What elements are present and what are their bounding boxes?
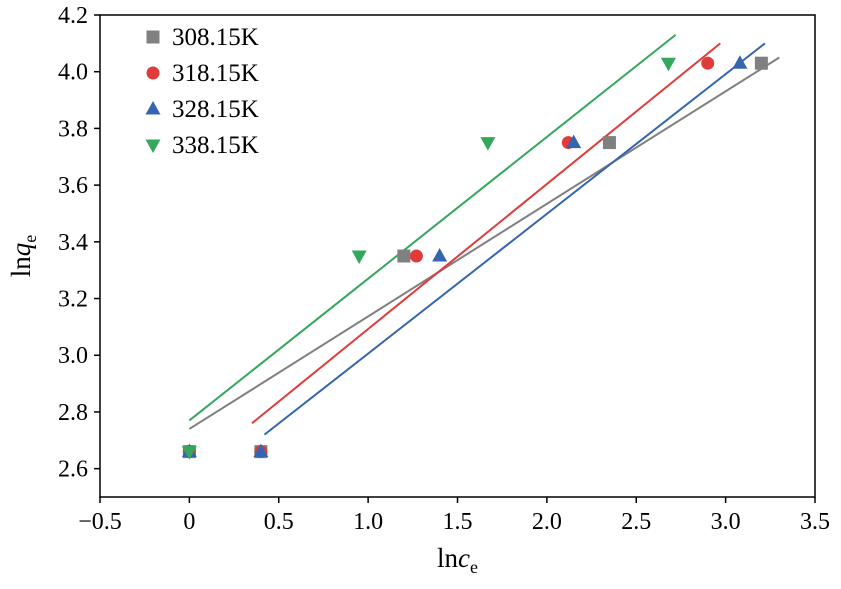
data-point-338.15K <box>660 57 676 72</box>
x-axis-ticks: −0.5 0 0.5 1.0 1.5 2.0 2.5 3.0 3.5 <box>78 497 830 535</box>
x-tick-label: 0 <box>183 509 195 535</box>
x-tick-label: 0.5 <box>264 509 294 535</box>
data-point-328.15K <box>566 134 582 149</box>
legend: 308.15K 318.15K 328.15K 338.15K <box>145 24 259 159</box>
y-tick-label: 2.8 <box>58 400 88 426</box>
data-point-328.15K <box>253 443 269 458</box>
data-point-338.15K <box>351 250 367 264</box>
x-tick-label: 2.5 <box>621 509 651 535</box>
legend-label: 318.15K <box>172 60 259 87</box>
legend-marker-circle <box>146 66 160 80</box>
legend-label: 308.15K <box>172 24 259 51</box>
fit-line-338.15K <box>188 34 677 422</box>
x-tick-label: 1.0 <box>353 509 383 535</box>
fit-line-328.15K <box>263 42 766 436</box>
y-tick-label: 2.6 <box>58 457 88 483</box>
legend-marker-triangle-up <box>145 101 161 115</box>
x-tick-label: 1.5 <box>443 509 473 535</box>
legend-marker-square <box>146 30 160 44</box>
data-points-group <box>181 55 768 460</box>
x-tick-label: 3.0 <box>711 509 741 535</box>
fit-line-308.15K <box>188 56 780 430</box>
data-point-318.15K <box>701 56 715 70</box>
y-axis-label: lnqe <box>6 235 40 278</box>
y-tick-label: 3.0 <box>58 343 88 369</box>
data-point-328.15K <box>432 248 448 262</box>
y-tick-label: 4.2 <box>58 3 88 29</box>
x-tick-label: 3.5 <box>800 509 830 535</box>
legend-marker-triangle-down <box>145 139 161 153</box>
y-tick-label: 4.0 <box>58 60 88 86</box>
y-tick-label: 3.2 <box>58 287 88 313</box>
legend-label: 328.15K <box>172 96 259 123</box>
data-point-338.15K <box>480 137 496 151</box>
x-tick-label: −0.5 <box>78 509 122 535</box>
data-point-308.15K <box>754 56 768 70</box>
data-point-328.15K <box>732 55 748 69</box>
x-tick-label: 2.0 <box>532 509 562 535</box>
data-point-308.15K <box>397 249 411 263</box>
x-axis-label: lnce <box>437 543 478 577</box>
data-point-308.15K <box>602 136 616 150</box>
fit-line-318.15K <box>251 42 721 425</box>
data-point-338.15K <box>181 446 197 460</box>
y-tick-label: 3.6 <box>58 173 88 199</box>
y-tick-label: 3.8 <box>58 116 88 142</box>
legend-label: 338.15K <box>172 132 259 159</box>
fit-lines-group <box>188 34 780 436</box>
y-axis-ticks: 2.6 2.8 3.0 3.2 3.4 3.6 3.8 4.0 4.2 <box>58 3 100 483</box>
data-point-318.15K <box>409 249 423 263</box>
y-tick-label: 3.4 <box>58 230 88 256</box>
